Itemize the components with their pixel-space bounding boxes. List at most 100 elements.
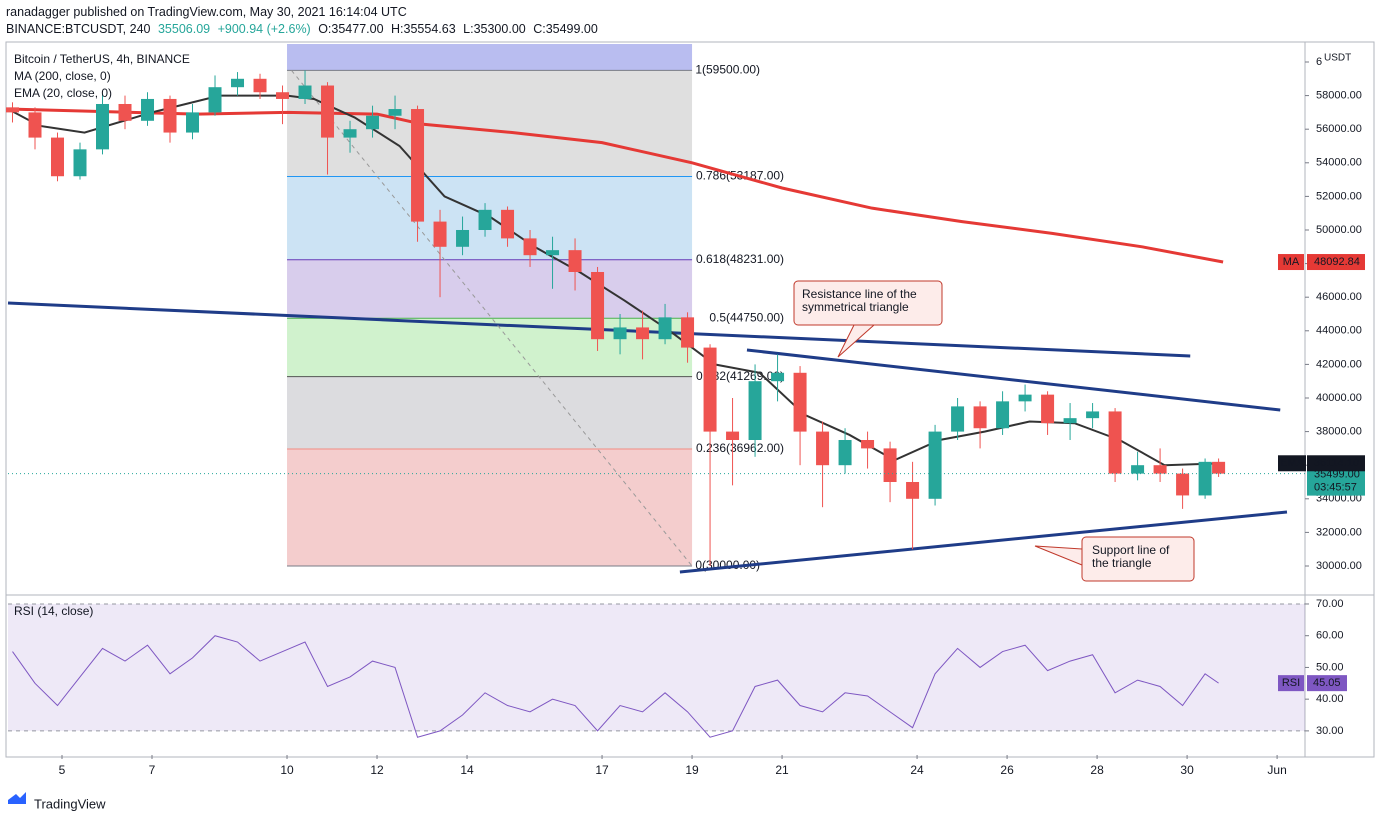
countdown: 03:45:57 (1314, 482, 1357, 494)
trendline (746, 348, 1281, 412)
ma-line (7, 94, 1224, 467)
candle-body (883, 448, 897, 482)
callout-text: the triangle (1092, 556, 1152, 570)
y-tick-label: 46000.00 (1316, 291, 1362, 303)
candle-body (6, 107, 20, 113)
x-tick-label: 14 (460, 763, 474, 777)
candle-body (726, 431, 740, 440)
fib-label: 0.618(48231.00) (696, 252, 784, 266)
candle-body (1153, 465, 1167, 474)
candle-body (366, 115, 380, 130)
tag-box (1278, 254, 1304, 271)
candle-body (1198, 461, 1212, 496)
y-tick-label: 34000.00 (1316, 493, 1362, 505)
y-tick-label: 38000.00 (1316, 426, 1362, 438)
candle-body (906, 481, 920, 499)
rsi-band (8, 603, 1305, 731)
y-tick-label: 6 (1316, 56, 1322, 68)
rsi-tick-label: 50.00 (1316, 661, 1344, 673)
value-tag (1307, 455, 1365, 472)
tag-name: EMA (1280, 457, 1305, 469)
callout-text: Resistance line of the (802, 287, 917, 301)
y-tick-label: 30000.00 (1316, 560, 1362, 572)
candle-body (1086, 411, 1100, 419)
rsi-tick-label: 70.00 (1316, 598, 1344, 610)
rsi-tick-label: 30.00 (1316, 725, 1344, 737)
rsi-tick-label: 60.00 (1316, 630, 1344, 642)
candle-body (613, 327, 627, 340)
candle-body (1131, 465, 1145, 474)
x-tick-label: 26 (1000, 763, 1014, 777)
x-tick-label: 10 (280, 763, 294, 777)
candle-body (928, 431, 942, 499)
candle-body (388, 109, 402, 116)
tag-name: RSI (1282, 677, 1300, 689)
candle-body (568, 250, 582, 272)
scene: 1(59500.00)0.786(53187.00)0.618(48231.00… (6, 44, 1365, 777)
value-tag (1307, 254, 1365, 271)
candle-body (771, 372, 785, 382)
rsi-title: RSI (14, close) (14, 604, 93, 618)
x-tick-label: 30 (1180, 763, 1194, 777)
candle-body (591, 271, 605, 340)
candle-body (141, 98, 155, 121)
x-tick-label: Jun (1267, 763, 1286, 777)
x-tick-label: 21 (775, 763, 789, 777)
last: 35506.09 (157, 22, 211, 36)
candle-body (838, 439, 852, 466)
candle-body (748, 381, 762, 440)
candle-body (96, 103, 110, 150)
x-tick-label: 5 (59, 763, 66, 777)
candle-body (163, 98, 177, 133)
x-tick-label: 19 (685, 763, 699, 777)
candle-body (658, 317, 672, 340)
candle-body (681, 317, 695, 348)
candle-body (231, 78, 245, 88)
fib-zone (287, 70, 693, 177)
candle-body (118, 103, 132, 121)
chart-title: Bitcoin / TetherUS, 4h, BINANCE (14, 52, 190, 66)
callout-text: symmetrical triangle (802, 300, 909, 314)
callout-pointer (1034, 545, 1083, 566)
tag-box (1278, 455, 1306, 472)
rsi-tick-label: 40.00 (1316, 693, 1344, 705)
unit: USDT (1324, 53, 1351, 64)
candle-body (433, 221, 447, 247)
candle-body (298, 85, 312, 99)
x-tick-label: 7 (149, 763, 156, 777)
candle-body (411, 109, 425, 222)
candle-body (861, 439, 875, 449)
symbol: BINANCE:BTCUSDT, 240 (6, 22, 151, 36)
candle-body (996, 401, 1010, 429)
trendline (291, 70, 693, 567)
candle-body (321, 85, 335, 138)
last-price-label: 35499.00 (1314, 469, 1360, 481)
candle-body (186, 112, 200, 133)
y-tick-label: 52000.00 (1316, 190, 1362, 202)
candle-body (1176, 473, 1190, 496)
y-tick-label: 44000.00 (1316, 325, 1362, 337)
fib-zone (287, 449, 693, 566)
candle-body (1041, 394, 1055, 424)
candle-body (1108, 411, 1122, 474)
candle-body (816, 431, 830, 466)
candle-body (636, 327, 650, 340)
candle-body (793, 372, 807, 432)
candle-body (208, 87, 222, 113)
y-tick-label: 32000.00 (1316, 526, 1362, 538)
publisher: ranadagger published on TradingView.com,… (6, 5, 407, 19)
callout (1081, 536, 1195, 582)
y-tick-label: 58000.00 (1316, 89, 1362, 101)
candle-body (703, 347, 717, 432)
candle-body (546, 250, 560, 256)
y-tick-label: 50000.00 (1316, 224, 1362, 236)
tag-box (1278, 675, 1304, 692)
low: L:35300.00 (463, 22, 526, 36)
fib-zone (287, 376, 693, 450)
fib-zone (287, 259, 693, 319)
tag-name: MA (1283, 256, 1300, 268)
callout-pointer (837, 324, 875, 358)
candle-body (276, 92, 290, 99)
fib-top-zone (287, 44, 693, 71)
